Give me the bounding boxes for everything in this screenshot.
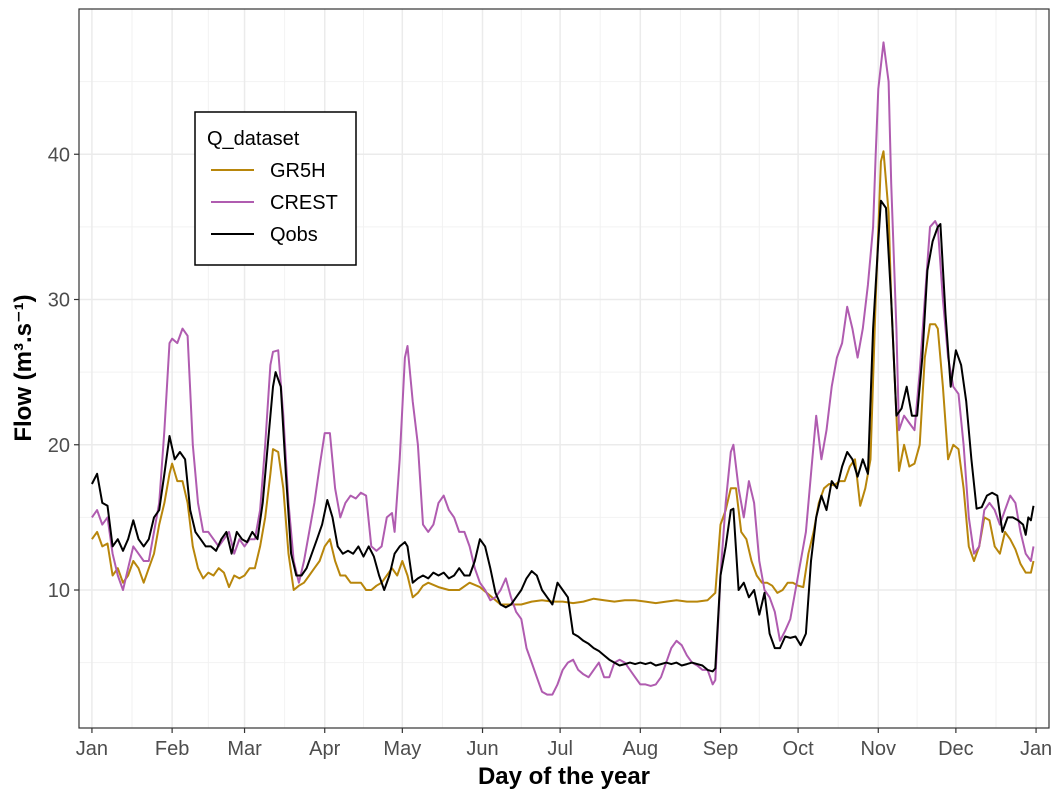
x-tick-label: Apr xyxy=(309,738,340,760)
y-tick-label: 40 xyxy=(48,144,70,166)
legend-label-crest: CREST xyxy=(270,192,338,214)
x-tick-label: Jan xyxy=(76,738,108,760)
legend-title: Q_dataset xyxy=(207,128,300,150)
x-axis: Jan Feb Mar Apr May Jun Jul Aug Sep Oct Nov Dec Jan xyxy=(76,728,1052,760)
x-tick-label: Jun xyxy=(466,738,498,760)
x-tick-label: Feb xyxy=(155,738,189,760)
legend: Q_dataset GR5H CREST Qobs xyxy=(194,111,357,266)
series-lines xyxy=(91,41,1035,696)
x-tick-label: Mar xyxy=(227,738,262,760)
grid-lines xyxy=(79,9,1049,728)
y-axis-title: Flow (m³.s⁻¹) xyxy=(10,294,37,441)
x-tick-label: Jan xyxy=(1020,738,1052,760)
y-tick-label: 10 xyxy=(48,580,70,602)
x-tick-label: Jul xyxy=(547,738,573,760)
legend-label-qobs: Qobs xyxy=(270,224,318,246)
legend-box xyxy=(194,111,357,266)
plot-panel-border xyxy=(78,8,1050,729)
x-tick-label: Sep xyxy=(703,738,739,760)
x-tick-label: Nov xyxy=(860,738,896,760)
series-line-qobs xyxy=(91,199,1035,673)
y-tick-label: 30 xyxy=(48,290,70,312)
legend-label-gr5h: GR5H xyxy=(270,160,326,182)
series-line-gr5h xyxy=(91,150,1035,606)
x-axis-title: Day of the year xyxy=(478,763,650,790)
x-tick-label: Aug xyxy=(623,738,659,760)
x-tick-label: Dec xyxy=(938,738,974,760)
x-tick-label: Oct xyxy=(783,738,815,760)
y-tick-label: 20 xyxy=(48,435,70,457)
x-tick-label: May xyxy=(383,738,421,760)
series-line-crest xyxy=(91,41,1035,696)
y-axis: 10 20 30 40 xyxy=(48,144,79,602)
